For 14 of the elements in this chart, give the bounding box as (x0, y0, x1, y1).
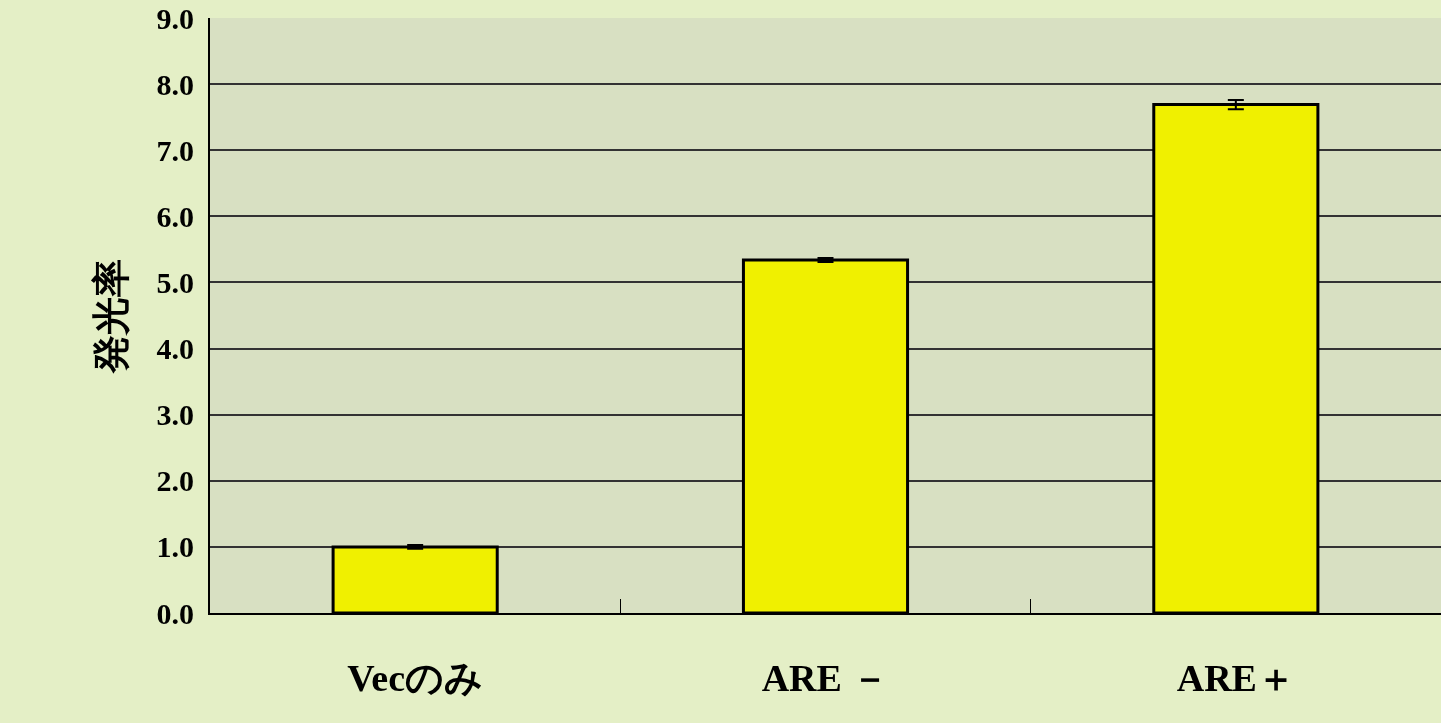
y-tick-label: 8.0 (156, 67, 194, 101)
y-tick-label: 4.0 (156, 332, 194, 366)
y-axis-title: 発光率 (89, 258, 134, 374)
y-tick-label: 6.0 (156, 199, 194, 233)
x-tick-label: ARE － (761, 656, 890, 699)
y-tick-label: 9.0 (156, 1, 194, 35)
x-tick-label: ARE＋ (1176, 656, 1295, 699)
x-tick-label: Vecのみ (347, 656, 484, 699)
y-tick-label: 0.0 (156, 596, 194, 630)
y-tick-label: 5.0 (156, 265, 194, 299)
y-tick-label: 3.0 (156, 398, 194, 432)
y-tick-label: 1.0 (156, 530, 194, 564)
y-tick-label: 2.0 (156, 464, 194, 498)
y-tick-label: 7.0 (156, 133, 194, 167)
